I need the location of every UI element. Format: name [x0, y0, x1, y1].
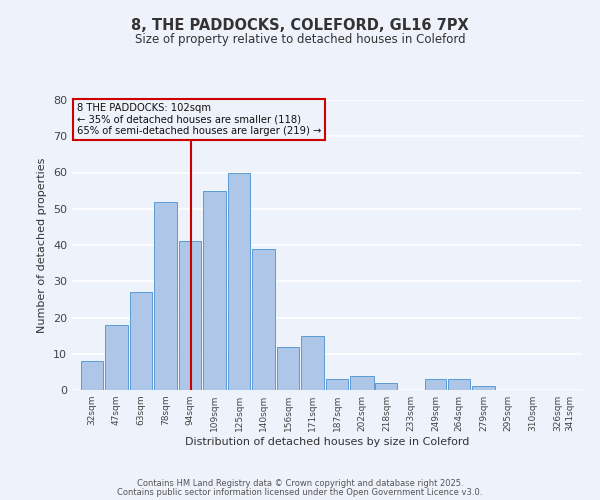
X-axis label: Distribution of detached houses by size in Coleford: Distribution of detached houses by size …: [185, 437, 469, 447]
Bar: [228, 172, 250, 390]
Text: Contains HM Land Registry data © Crown copyright and database right 2025.: Contains HM Land Registry data © Crown c…: [137, 478, 463, 488]
Text: 8 THE PADDOCKS: 102sqm
← 35% of detached houses are smaller (118)
65% of semi-de: 8 THE PADDOCKS: 102sqm ← 35% of detached…: [77, 103, 322, 136]
Text: 8, THE PADDOCKS, COLEFORD, GL16 7PX: 8, THE PADDOCKS, COLEFORD, GL16 7PX: [131, 18, 469, 32]
Bar: [154, 202, 177, 390]
Text: Size of property relative to detached houses in Coleford: Size of property relative to detached ho…: [134, 32, 466, 46]
Text: Contains public sector information licensed under the Open Government Licence v3: Contains public sector information licen…: [118, 488, 482, 497]
Y-axis label: Number of detached properties: Number of detached properties: [37, 158, 47, 332]
Bar: [252, 248, 275, 390]
Bar: [301, 336, 325, 390]
Bar: [472, 386, 496, 390]
Bar: [179, 242, 201, 390]
Bar: [130, 292, 152, 390]
Bar: [448, 379, 470, 390]
Bar: [326, 379, 348, 390]
Bar: [376, 383, 397, 390]
Bar: [104, 325, 128, 390]
Bar: [277, 346, 299, 390]
Bar: [350, 376, 374, 390]
Bar: [81, 361, 103, 390]
Bar: [425, 379, 446, 390]
Bar: [203, 190, 226, 390]
